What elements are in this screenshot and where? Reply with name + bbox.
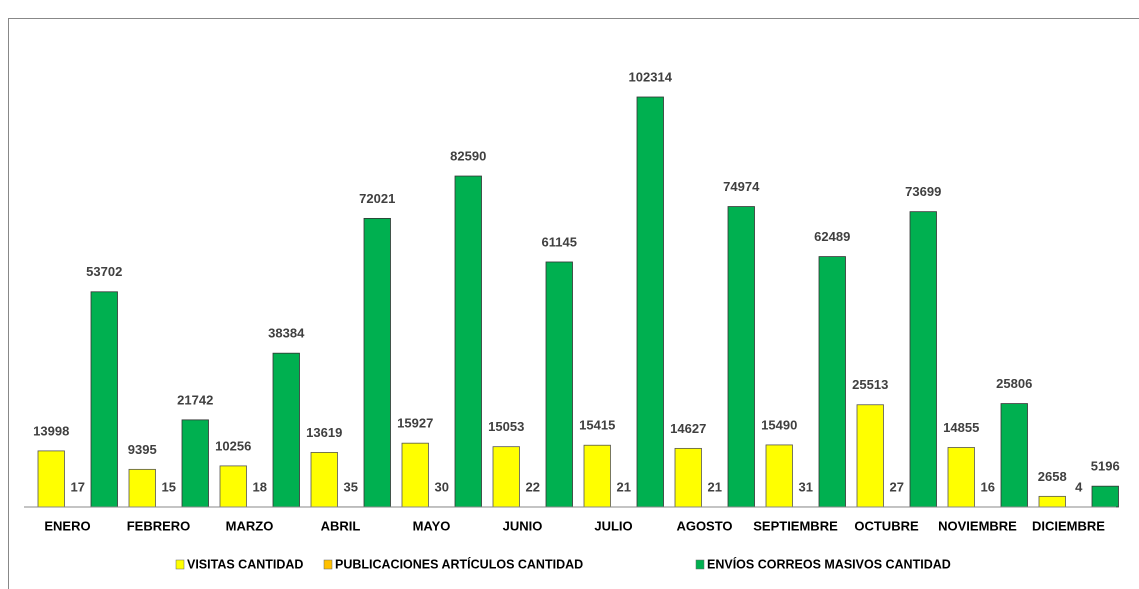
- x-tick-label: NOVIEMBRE: [938, 518, 1017, 533]
- legend-label: VISITAS CANTIDAD: [187, 557, 303, 571]
- x-tick-label: JULIO: [594, 518, 632, 533]
- data-label: 82590: [450, 148, 486, 163]
- data-label: 15415: [579, 418, 615, 433]
- data-label: 13998: [33, 423, 69, 438]
- bar: [1038, 495, 1066, 508]
- data-label: 72021: [359, 191, 395, 206]
- data-label: 10256: [215, 438, 251, 453]
- data-label: 102314: [629, 69, 673, 84]
- bar: [1091, 485, 1119, 508]
- data-label: 15490: [761, 417, 797, 432]
- data-label: 5196: [1091, 459, 1120, 474]
- bar: [90, 291, 118, 508]
- legend-swatch: [695, 559, 705, 570]
- x-tick-label: FEBRERO: [127, 518, 191, 533]
- bar: [1000, 403, 1028, 508]
- x-tick-label: ABRIL: [321, 518, 361, 533]
- data-label: 17: [71, 479, 85, 494]
- data-label: 15053: [488, 419, 524, 434]
- bar: [310, 452, 338, 508]
- bar: [492, 446, 520, 508]
- data-label: 74974: [723, 179, 760, 194]
- data-label: 4: [1075, 479, 1083, 494]
- bar: [909, 211, 937, 508]
- bar: [37, 450, 65, 508]
- data-label: 15: [162, 479, 176, 494]
- data-label: 16: [981, 479, 995, 494]
- bar: [363, 217, 391, 508]
- data-label: 14627: [670, 421, 706, 436]
- data-label: 9395: [128, 442, 157, 457]
- data-label: 2658: [1038, 469, 1067, 484]
- data-label: 21742: [177, 392, 213, 407]
- x-tick-label: JUNIO: [503, 518, 543, 533]
- bar: [181, 419, 209, 508]
- bar: [947, 447, 975, 508]
- bar: [674, 447, 702, 508]
- data-label: 53702: [86, 264, 122, 279]
- x-tick-label: ENERO: [44, 518, 90, 533]
- data-label: 21: [617, 479, 631, 494]
- data-label: 18: [253, 479, 267, 494]
- bar: [272, 352, 300, 508]
- data-label: 38384: [268, 326, 305, 341]
- bar: [727, 206, 755, 508]
- data-label: 61145: [542, 234, 577, 249]
- data-label: 14855: [943, 420, 979, 435]
- bar: [219, 465, 247, 508]
- legend-swatch: [323, 559, 333, 570]
- data-label: 21: [708, 479, 722, 494]
- x-tick-label: OCTUBRE: [854, 518, 919, 533]
- data-label: 25513: [852, 377, 888, 392]
- legend-label: PUBLICACIONES ARTÍCULOS CANTIDAD: [335, 556, 583, 571]
- x-tick-label: DICIEMBRE: [1032, 518, 1105, 533]
- data-label: 15927: [397, 416, 433, 431]
- bar: [583, 444, 611, 508]
- legend-label: ENVÍOS CORREOS MASIVOS CANTIDAD: [707, 556, 951, 571]
- bar: [401, 442, 429, 508]
- x-tick-label: MARZO: [226, 518, 274, 533]
- data-label: 13619: [306, 425, 342, 440]
- data-label: 22: [526, 479, 540, 494]
- bar: [765, 444, 793, 508]
- x-tick-label: SEPTIEMBRE: [753, 518, 838, 533]
- data-label: 27: [890, 479, 904, 494]
- data-label: 30: [435, 479, 449, 494]
- data-label: 31: [799, 479, 813, 494]
- bar: [636, 96, 664, 508]
- x-tick-label: AGOSTO: [676, 518, 732, 533]
- bar: [454, 175, 482, 508]
- data-label: 25806: [996, 376, 1032, 391]
- data-label: 62489: [814, 229, 850, 244]
- bar: [128, 468, 156, 508]
- bar: [818, 256, 846, 508]
- data-label: 35: [344, 479, 358, 494]
- bar: [545, 261, 573, 508]
- data-label: 73699: [905, 184, 941, 199]
- legend-swatch: [175, 559, 185, 570]
- bar: [856, 404, 884, 508]
- x-tick-label: MAYO: [413, 518, 451, 533]
